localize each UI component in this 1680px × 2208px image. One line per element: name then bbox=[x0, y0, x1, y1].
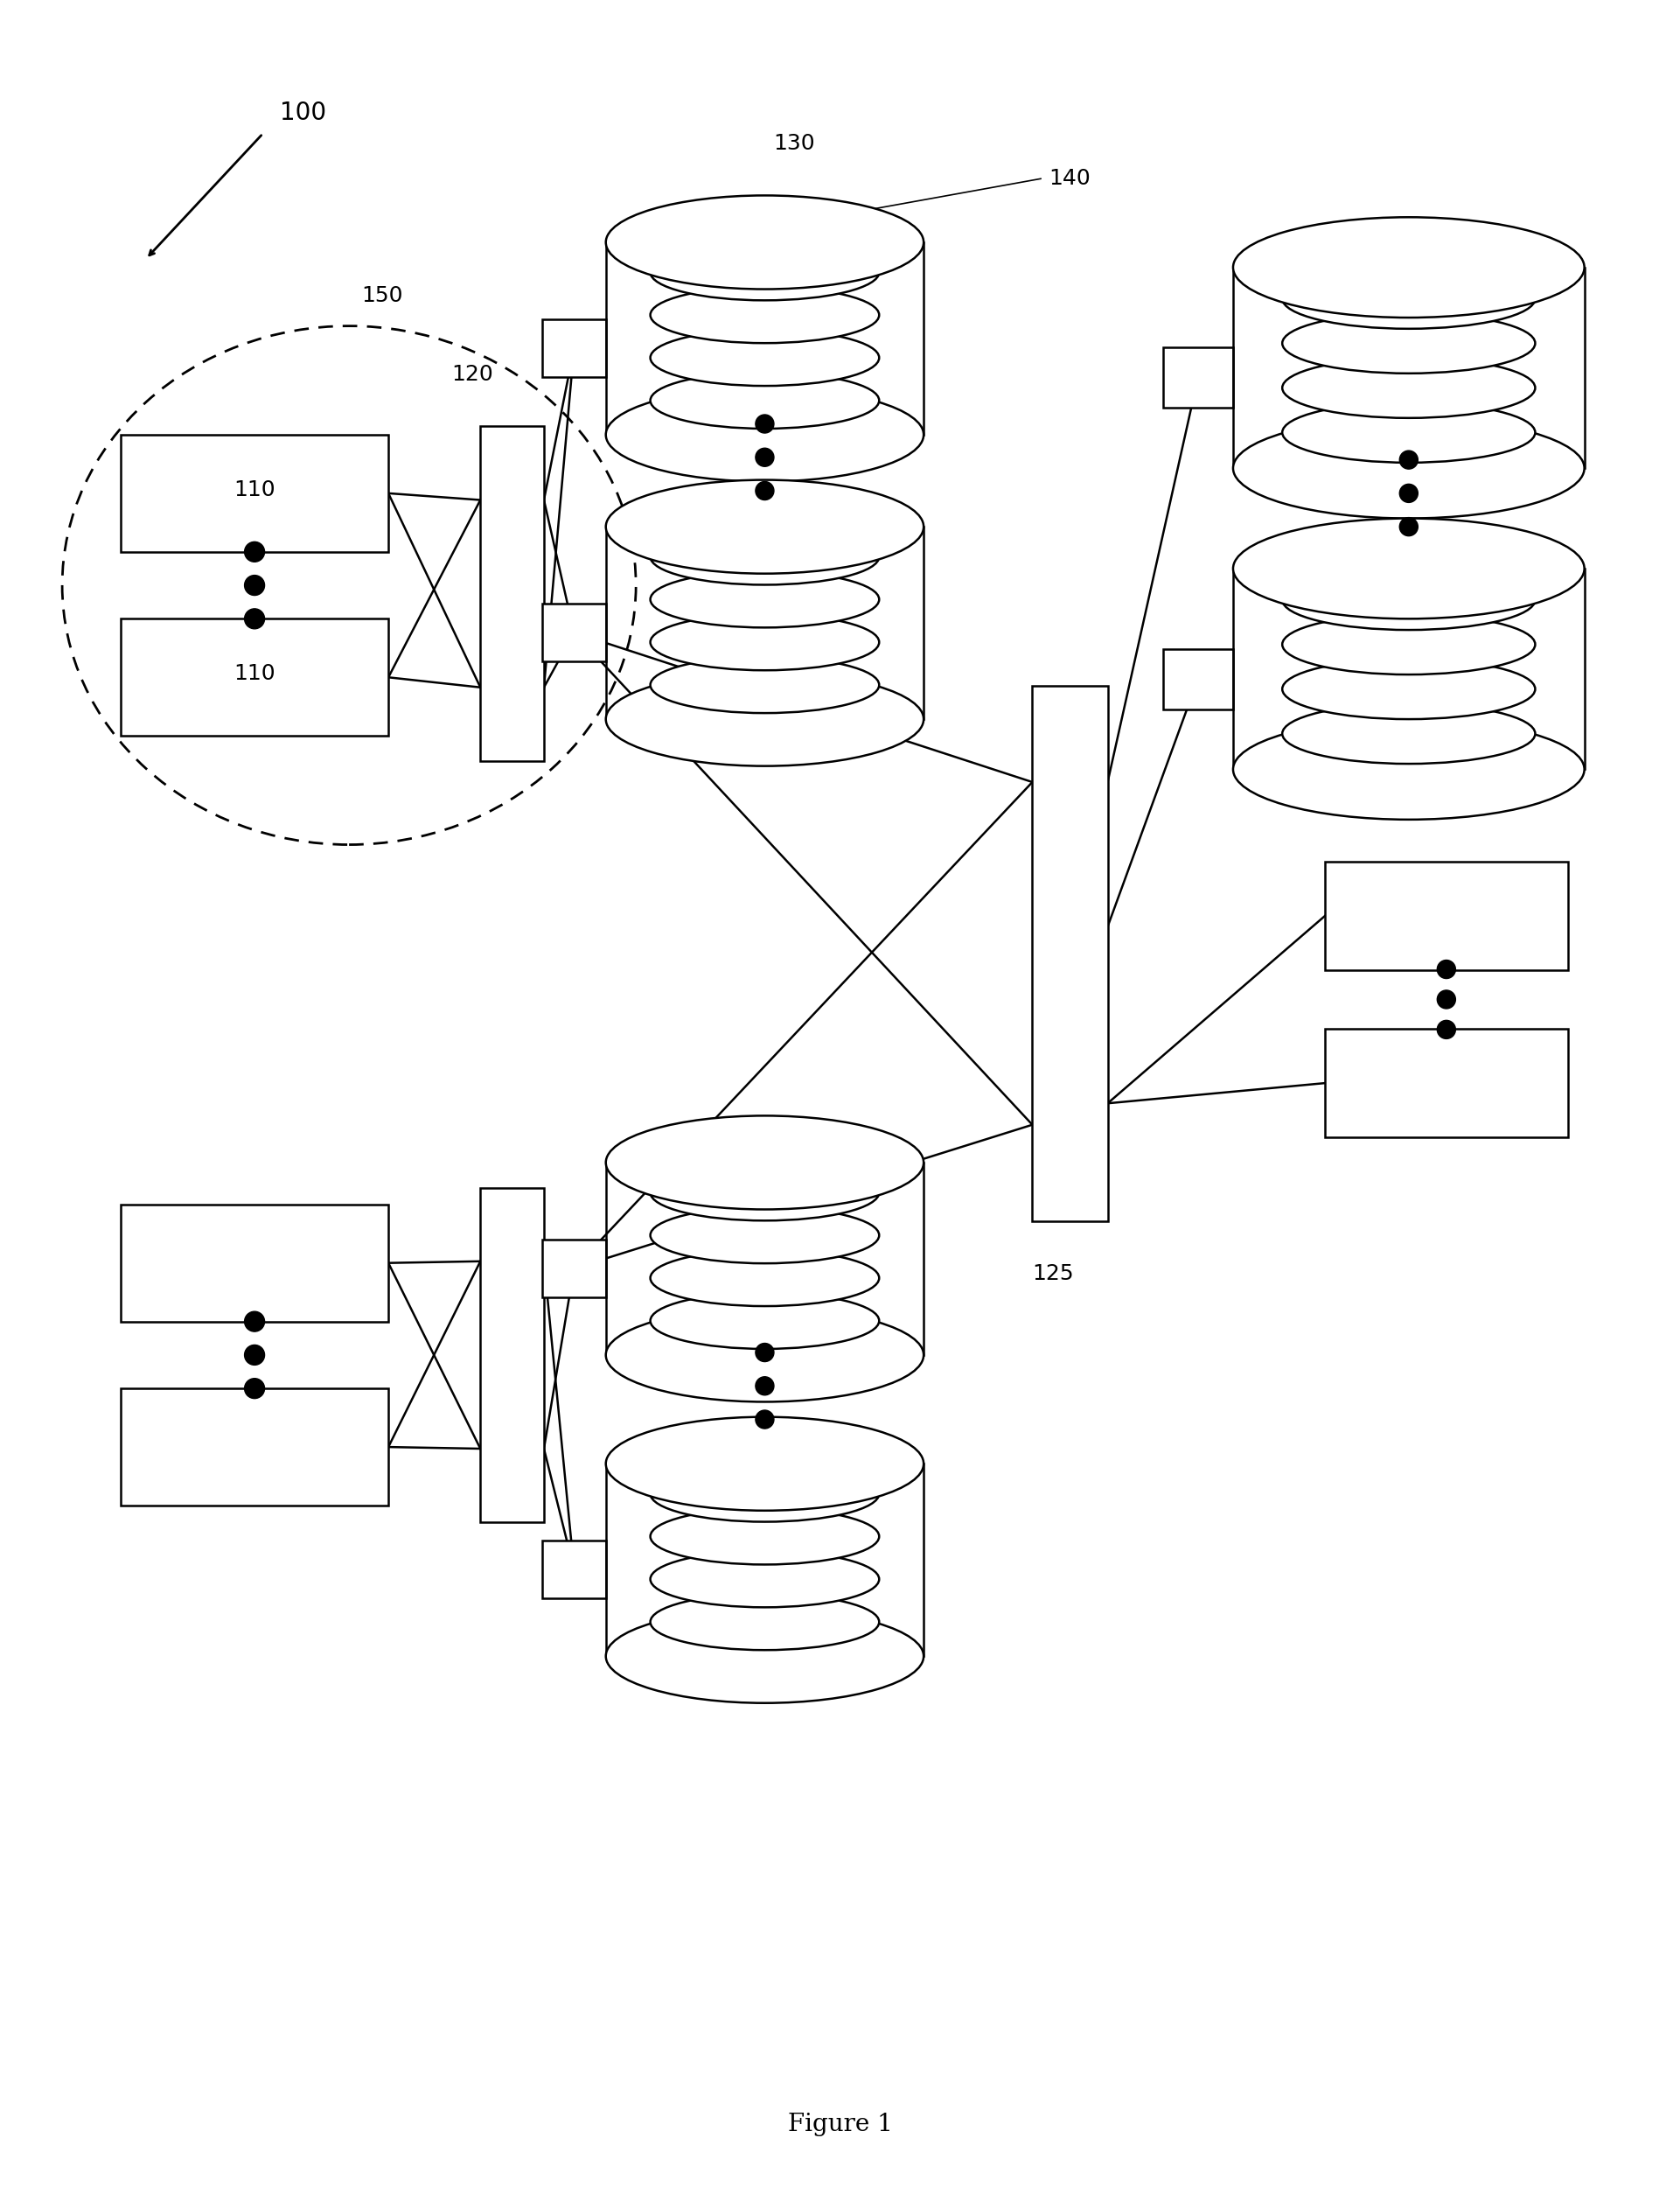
Text: Figure 1: Figure 1 bbox=[788, 2113, 892, 2137]
Ellipse shape bbox=[1282, 402, 1536, 464]
Ellipse shape bbox=[650, 329, 879, 386]
Bar bbox=[121, 1389, 388, 1506]
Circle shape bbox=[1399, 484, 1418, 503]
Circle shape bbox=[245, 576, 264, 596]
Ellipse shape bbox=[1282, 358, 1536, 417]
Ellipse shape bbox=[606, 1610, 924, 1702]
Ellipse shape bbox=[650, 1208, 879, 1263]
Ellipse shape bbox=[650, 656, 879, 713]
Bar bbox=[1033, 687, 1107, 1221]
Bar bbox=[1163, 649, 1233, 709]
Ellipse shape bbox=[606, 1307, 924, 1402]
Ellipse shape bbox=[1233, 417, 1584, 519]
Circle shape bbox=[756, 415, 774, 433]
Circle shape bbox=[245, 609, 264, 629]
Ellipse shape bbox=[650, 245, 879, 300]
Bar bbox=[1163, 347, 1233, 408]
Ellipse shape bbox=[650, 1594, 879, 1649]
Ellipse shape bbox=[650, 1466, 879, 1521]
Circle shape bbox=[756, 1342, 774, 1362]
Ellipse shape bbox=[606, 197, 924, 289]
Bar bbox=[543, 1239, 606, 1298]
Circle shape bbox=[245, 1345, 264, 1365]
Circle shape bbox=[245, 1312, 264, 1331]
Ellipse shape bbox=[1282, 704, 1536, 764]
Bar bbox=[121, 618, 388, 735]
Text: 110: 110 bbox=[234, 662, 276, 684]
Ellipse shape bbox=[1282, 614, 1536, 676]
Ellipse shape bbox=[1233, 720, 1584, 819]
Ellipse shape bbox=[606, 479, 924, 574]
Ellipse shape bbox=[650, 1250, 879, 1307]
Bar bbox=[121, 435, 388, 552]
Bar bbox=[121, 1203, 388, 1323]
Ellipse shape bbox=[606, 1418, 924, 1510]
Circle shape bbox=[756, 1378, 774, 1395]
Ellipse shape bbox=[1282, 658, 1536, 720]
Bar bbox=[480, 1188, 544, 1521]
Ellipse shape bbox=[1282, 570, 1536, 629]
Ellipse shape bbox=[1233, 216, 1584, 318]
Circle shape bbox=[1436, 989, 1455, 1009]
Bar bbox=[543, 1541, 606, 1599]
Ellipse shape bbox=[650, 1164, 879, 1221]
Circle shape bbox=[1436, 1020, 1455, 1038]
Ellipse shape bbox=[650, 1508, 879, 1565]
Circle shape bbox=[756, 1411, 774, 1429]
Bar bbox=[543, 320, 606, 378]
Ellipse shape bbox=[650, 373, 879, 428]
Bar bbox=[543, 603, 606, 662]
Ellipse shape bbox=[650, 572, 879, 627]
Text: 120: 120 bbox=[452, 364, 492, 384]
Ellipse shape bbox=[606, 671, 924, 766]
Ellipse shape bbox=[650, 1550, 879, 1607]
Text: 130: 130 bbox=[773, 132, 815, 155]
Text: 140: 140 bbox=[1048, 168, 1090, 190]
Ellipse shape bbox=[650, 1292, 879, 1349]
Bar bbox=[1326, 1029, 1567, 1137]
Ellipse shape bbox=[606, 1115, 924, 1210]
Circle shape bbox=[1399, 517, 1418, 537]
Circle shape bbox=[756, 481, 774, 499]
Circle shape bbox=[1436, 960, 1455, 978]
Ellipse shape bbox=[1233, 519, 1584, 618]
Ellipse shape bbox=[1282, 314, 1536, 373]
Circle shape bbox=[756, 448, 774, 466]
Circle shape bbox=[245, 541, 264, 561]
Text: 125: 125 bbox=[1033, 1263, 1074, 1283]
Text: 150: 150 bbox=[361, 285, 403, 307]
Ellipse shape bbox=[650, 528, 879, 585]
Text: 100: 100 bbox=[279, 102, 326, 126]
Ellipse shape bbox=[606, 389, 924, 481]
Circle shape bbox=[1399, 450, 1418, 468]
Bar bbox=[1326, 861, 1567, 969]
Ellipse shape bbox=[1282, 269, 1536, 329]
Ellipse shape bbox=[650, 614, 879, 671]
Text: 110: 110 bbox=[234, 479, 276, 501]
Ellipse shape bbox=[650, 287, 879, 342]
Bar bbox=[480, 426, 544, 762]
Circle shape bbox=[245, 1378, 264, 1398]
